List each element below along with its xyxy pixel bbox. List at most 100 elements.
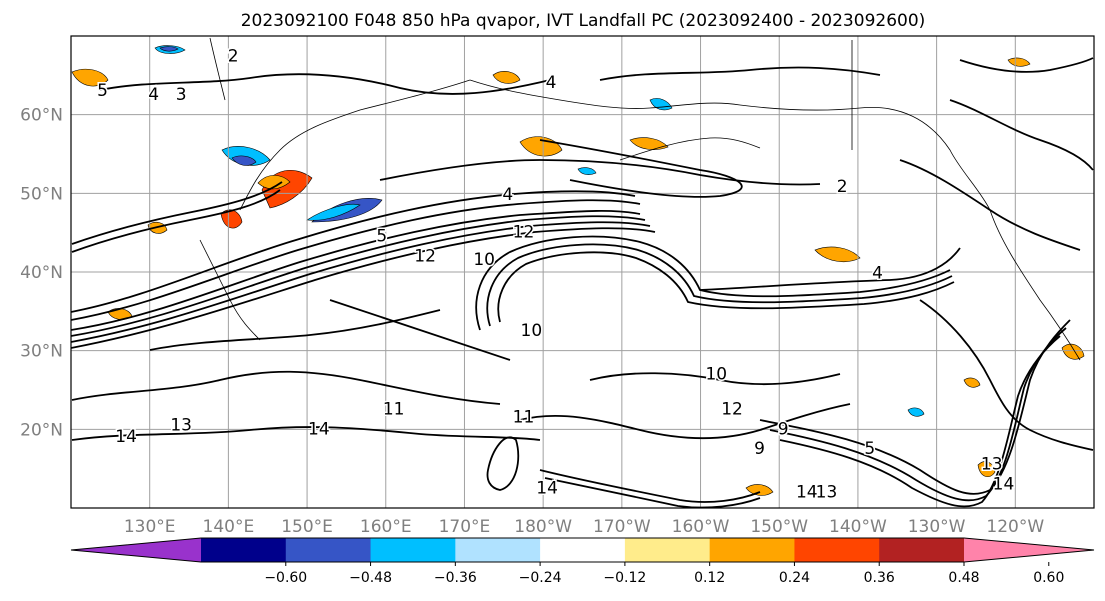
contour-label: 4 [502,185,513,205]
contour-line [475,235,951,331]
lon-tick-label: 130°W [908,517,966,537]
lon-tick-label: 160°E [360,517,412,537]
shade-blob [977,461,996,478]
contour-label: 14 [536,478,558,498]
colorbar-extend-low [71,538,201,562]
contour-label: 5 [376,227,387,247]
contour-line [71,227,656,349]
coastline [239,79,471,211]
lat-tick-label: 20°N [20,420,63,440]
ivt-contours [71,57,1094,508]
contour-label: 10 [473,250,495,270]
shade-blob [745,484,774,496]
contour-line [486,436,520,491]
contour-line [539,469,761,503]
contour-line [71,189,281,253]
colorbar-segment [794,538,880,562]
colorbar-segment [285,538,372,562]
contour-label: 14 [993,474,1015,494]
lon-tick-label: 140°W [829,517,887,537]
colorbar-tick-label: 0.36 [864,570,895,586]
contour-line [71,181,283,245]
coastline [619,137,761,161]
lat-tick-label: 60°N [20,106,63,126]
contour-label: 10 [705,364,727,384]
contour-line [71,215,646,337]
shade-blob [649,98,673,111]
contour-line [779,335,1061,508]
lon-tick-label: 150°E [281,517,333,537]
contour-label: 12 [513,223,535,243]
coastline [989,209,1081,361]
colorbar-extend-high [964,538,1094,562]
colorbar-segment [540,538,626,562]
contour-line [379,159,821,186]
lat-tick-label: 30°N [20,342,63,362]
lon-tick-label: 140°E [203,517,255,537]
lon-tick-label: 120°W [986,517,1044,537]
colorbar-segment [624,538,711,562]
colorbar-tick-labels: −0.60 −0.48 −0.36 −0.24 −0.12 0.12 0.24 0.36 0.4… [264,562,1064,586]
contour-label: 11 [383,400,405,420]
colorbar-tick-label: 0.12 [694,570,725,586]
coastline [739,104,991,211]
colorbar [70,537,1095,563]
shade-blob [231,155,257,166]
contour-line [589,372,841,386]
contour-label: 13 [816,482,838,502]
contour-line [919,299,1094,451]
shade-blob [629,137,669,150]
shade-blob [814,246,861,263]
contour-line [71,370,501,405]
colorbar-tick-label: −0.60 [264,570,307,586]
lat-tick-label: 40°N [20,263,63,283]
contour-label: 5 [864,439,875,459]
shade-blob [1061,343,1085,360]
coastline [209,37,226,101]
shade-blob [71,68,109,87]
contour-line [599,66,881,81]
contour-label: 14 [115,427,137,447]
colorbar-tick-label: −0.36 [434,570,477,586]
contour-label: 2 [228,46,239,66]
colorbar-segment [201,538,287,562]
colorbar-segment [709,538,795,562]
contour-line [149,309,441,351]
contour-label: 3 [176,85,187,105]
shade-blob [492,71,521,84]
contour-label: 13 [170,415,192,435]
contour-line [71,426,541,441]
lat-tick-label: 50°N [20,184,63,204]
contour-line [329,299,511,361]
shade-blob [306,203,361,221]
contour-line [519,403,851,440]
lon-tick-label: 150°W [750,517,808,537]
contour-label: 5 [97,81,108,101]
colorbar-tick-label: −0.24 [519,570,562,586]
colorbar-segment [455,538,541,562]
longitude-tick-labels: 130°E 140°E 150°E 160°E 170°E 180°W 170°W 160°W… [124,517,1045,537]
map-title: 2023092100 F048 850 hPa qvapor, IVT Land… [241,11,926,31]
colorbar-segment [879,538,965,562]
contour-line [486,243,953,327]
lon-tick-label: 170°W [593,517,651,537]
coastline [199,239,261,341]
lon-tick-label: 170°E [439,517,491,537]
contour-line [71,199,641,321]
contour-line [949,99,1094,171]
map-gridlines [71,36,1094,508]
contour-line [71,221,651,343]
contour-label: 4 [872,264,883,284]
contour-line [497,251,955,323]
contour-line [99,73,551,95]
contour-label: 2 [837,177,848,197]
contour-line [539,139,743,198]
colorbar-tick-label: 0.24 [779,570,810,586]
contour-line [759,319,1071,495]
contour-label: 13 [981,455,1003,475]
colorbar-tick-label: −0.48 [349,570,392,586]
lon-tick-label: 130°E [124,517,176,537]
coastlines [199,37,1081,361]
